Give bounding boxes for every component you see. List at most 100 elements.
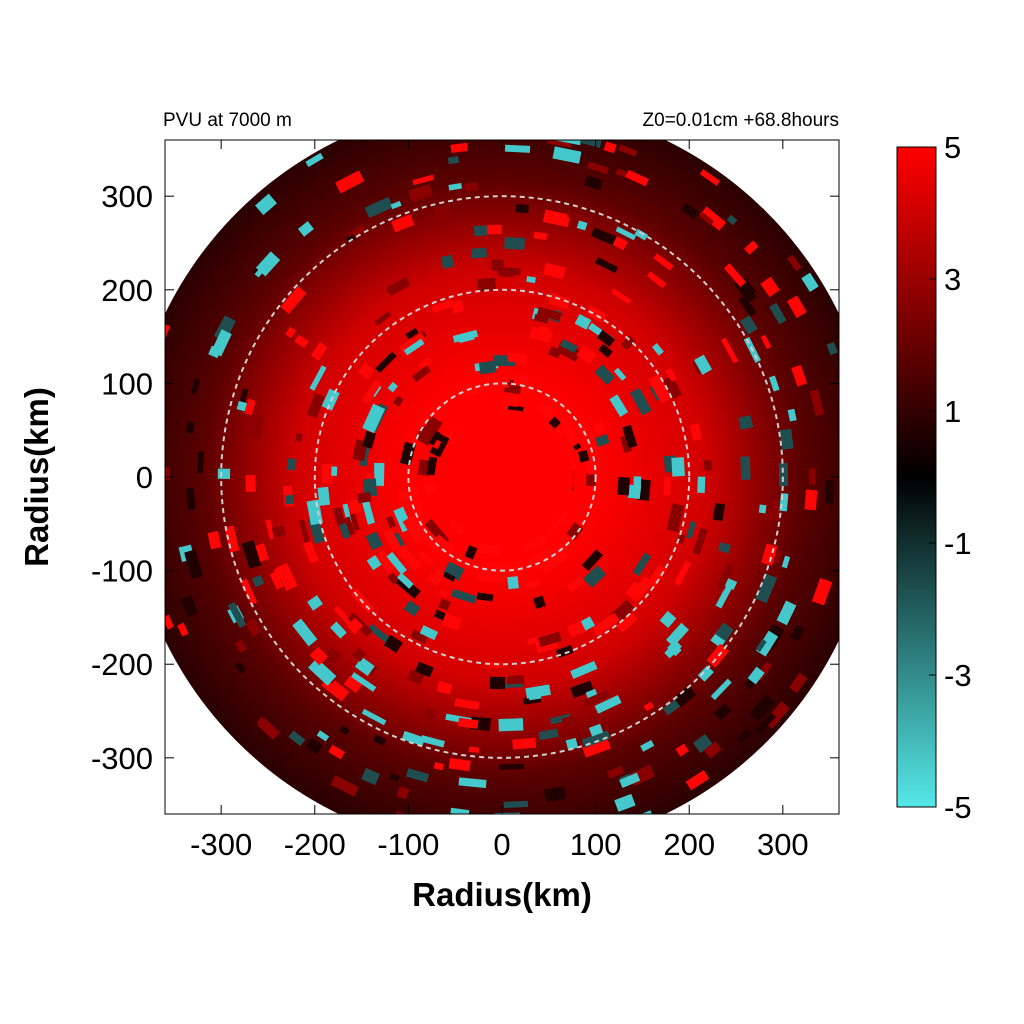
pv-patch (716, 563, 735, 591)
pv-patch (346, 617, 364, 635)
pv-patch (343, 675, 363, 693)
pv-patch (817, 579, 831, 602)
pv-patch (620, 434, 633, 453)
colorbar-tick-label: 1 (944, 394, 961, 429)
pv-patch (584, 175, 603, 191)
reference-circle-200 (313, 288, 691, 666)
pv-patch (699, 212, 715, 226)
pv-patch (703, 460, 713, 471)
pv-patch (333, 605, 353, 626)
pv-patch (646, 271, 667, 289)
pv-patch (458, 777, 487, 789)
pv-patch (755, 638, 767, 652)
pv-patch (737, 728, 752, 743)
pv-patch (420, 735, 445, 748)
pv-patch (443, 561, 465, 581)
pv-patch (478, 543, 502, 557)
pv-patch (392, 395, 404, 407)
pv-patch (549, 713, 571, 725)
pv-patch (548, 293, 571, 310)
pv-patch (361, 767, 381, 786)
pv-patch (357, 362, 375, 380)
pv-patch (582, 738, 611, 758)
pv-patch (699, 206, 727, 231)
pv-patch (533, 231, 548, 241)
pv-patch (504, 144, 531, 153)
pv-patch (615, 226, 637, 241)
pv-patch (715, 622, 734, 642)
pv-patch (433, 762, 444, 771)
pv-patch (435, 534, 456, 554)
pv-patch (323, 647, 342, 665)
pv-patch (512, 737, 537, 750)
pv-patch (306, 499, 324, 526)
pv-patch (706, 643, 730, 668)
pv-patch (428, 430, 441, 446)
pv-patch (386, 551, 408, 575)
x-tick-label: 200 (663, 827, 715, 862)
pv-patch (592, 612, 620, 637)
pv-patch (224, 525, 240, 553)
pv-patch (410, 629, 429, 644)
x-tick-label: -100 (377, 827, 439, 862)
pv-patch (503, 800, 529, 809)
pv-patch (403, 338, 425, 356)
pv-patch (185, 421, 195, 434)
pv-patch (538, 728, 559, 741)
pv-patch (715, 582, 734, 609)
pv-patch (561, 424, 581, 447)
pv-patch (713, 703, 732, 721)
pv-patch (587, 161, 609, 175)
pv-patch (269, 571, 284, 590)
pv-patch (245, 474, 256, 492)
pv-patch (257, 717, 281, 740)
pv-patch (609, 394, 629, 417)
pv-patch (351, 647, 367, 662)
pv-patch (450, 142, 468, 154)
pv-patch (416, 415, 443, 447)
pv-patch (801, 272, 819, 292)
pv-patch (588, 723, 604, 737)
pv-patch (723, 263, 747, 288)
pv-patch (350, 672, 377, 692)
pv-patch (486, 224, 502, 235)
pv-patch (339, 725, 350, 736)
pv-patch (542, 262, 566, 280)
pv-patch (786, 295, 807, 318)
pv-patch (288, 730, 306, 747)
pv-patch (211, 329, 232, 357)
pv-patch (738, 415, 754, 430)
y-tick-label: -100 (91, 554, 153, 589)
pv-patch (618, 144, 638, 157)
pv-patch (781, 555, 791, 569)
pv-patch (331, 466, 338, 476)
pv-patch (628, 249, 653, 267)
pv-patch (390, 200, 402, 210)
pv-patch (250, 415, 265, 440)
pv-patch (620, 335, 636, 351)
pv-patch (769, 302, 787, 325)
pv-patch (667, 641, 682, 657)
pv-patch (382, 528, 402, 552)
pv-patch (401, 730, 426, 747)
pv-patch (724, 578, 738, 591)
reference-circles (220, 195, 784, 759)
pv-patch (542, 209, 571, 228)
pv-patch (412, 174, 435, 186)
pv-patch (760, 334, 772, 350)
pv-patch (574, 313, 592, 330)
pv-patch (452, 329, 479, 343)
pv-patch (541, 542, 567, 564)
pv-patch (570, 660, 598, 680)
pv-patch (286, 458, 297, 471)
pv-patch (776, 600, 797, 626)
pv-patch (386, 515, 396, 529)
pv-patch (686, 520, 697, 539)
pv-patch (630, 387, 652, 416)
colorbar: 5 3 1 -1 -3 -5 (896, 130, 972, 825)
pv-patch (374, 311, 392, 327)
pv-patch (241, 540, 262, 569)
chart-title-right: Z0=0.01cm +68.8hours (643, 110, 839, 131)
pv-patch (675, 743, 689, 757)
pv-patch (284, 494, 294, 505)
